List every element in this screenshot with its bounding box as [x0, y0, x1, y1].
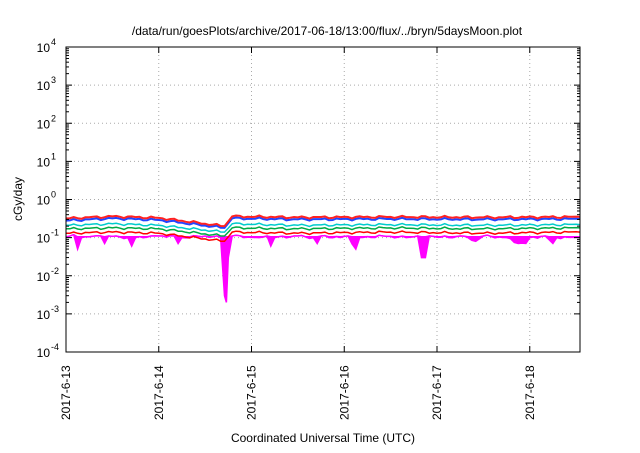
series-line-4 — [65, 216, 581, 229]
series-line-3 — [65, 222, 581, 233]
series-layer — [65, 214, 581, 303]
y-tick-exponent: 4 — [51, 37, 56, 47]
y-tick-label: 10 — [37, 194, 51, 208]
x-tick-label: 2017-6-18 — [523, 365, 537, 420]
series-magenta-area — [66, 233, 580, 303]
y-tick-label: 10 — [37, 41, 51, 55]
series-line-1 — [65, 230, 581, 243]
y-tick-label: 10 — [37, 79, 51, 93]
y-tick-exponent: 3 — [51, 75, 56, 85]
y-tick-exponent: -4 — [51, 342, 59, 352]
y-tick-exponent: 1 — [51, 151, 56, 161]
x-tick-label: 2017-6-15 — [245, 365, 259, 420]
y-tick-label: 10 — [37, 117, 51, 131]
y-tick-exponent: -1 — [51, 228, 59, 238]
y-tick-label: 10 — [37, 308, 51, 322]
y-tick-exponent: -2 — [51, 266, 59, 276]
y-tick-exponent: 2 — [51, 113, 56, 123]
chart-title: /data/run/goesPlots/archive/2017-06-18/1… — [132, 24, 523, 38]
y-tick-exponent: -3 — [51, 304, 59, 314]
y-tick-label: 10 — [37, 155, 51, 169]
x-axis-label: Coordinated Universal Time (UTC) — [231, 431, 415, 445]
grid-layer — [66, 47, 580, 352]
y-tick-label: 10 — [37, 232, 51, 246]
y-tick-label: 10 — [37, 270, 51, 284]
x-tick-label: 2017-6-14 — [152, 365, 166, 420]
x-tick-label: 2017-6-16 — [337, 365, 351, 420]
y-tick-label: 10 — [37, 346, 51, 360]
series-line-2 — [66, 226, 581, 237]
series-line-5 — [65, 214, 581, 228]
y-axis-label: cGy/day — [11, 177, 25, 221]
y-tick-exponent: 0 — [51, 190, 56, 200]
series-magenta-line — [65, 233, 581, 303]
x-tick-label: 2017-6-13 — [59, 365, 73, 420]
x-tick-label: 2017-6-17 — [430, 365, 444, 420]
